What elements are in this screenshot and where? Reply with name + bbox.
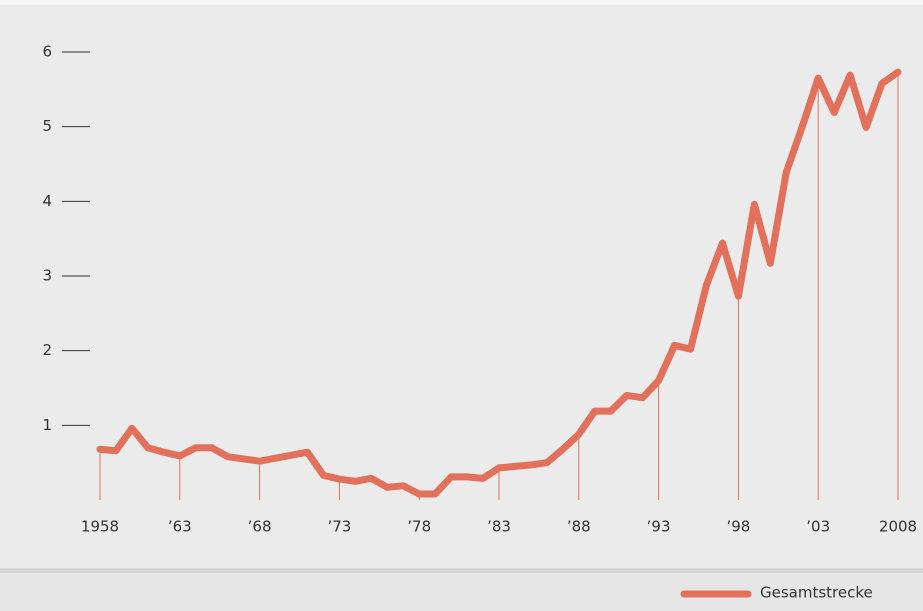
y-tick-label: 5 [42,117,52,135]
y-tick-label: 1 [42,416,52,434]
y-tick-label: 2 [42,341,52,359]
x-tick-label: 1958 [81,518,119,536]
x-tick-label: ’98 [726,518,750,536]
legend-label: Gesamtstrecke [760,584,873,602]
x-tick-label: ’73 [327,518,351,536]
y-tick-label: 6 [42,43,52,61]
y-tick-label: 3 [42,267,52,285]
x-tick-label: ’83 [487,518,511,536]
legend-separator [0,568,923,573]
x-tick-label: ’78 [407,518,431,536]
x-tick-label: ’68 [248,518,272,536]
top-strip [0,0,923,5]
x-tick-label: ’88 [567,518,591,536]
x-tick-label: ’63 [168,518,192,536]
x-tick-label: ’93 [647,518,671,536]
legend-area [0,573,923,611]
x-tick-label: 2008 [879,518,917,536]
data-line [96,68,902,498]
x-tick-label: ’03 [806,518,830,536]
y-tick-label: 4 [42,192,52,210]
